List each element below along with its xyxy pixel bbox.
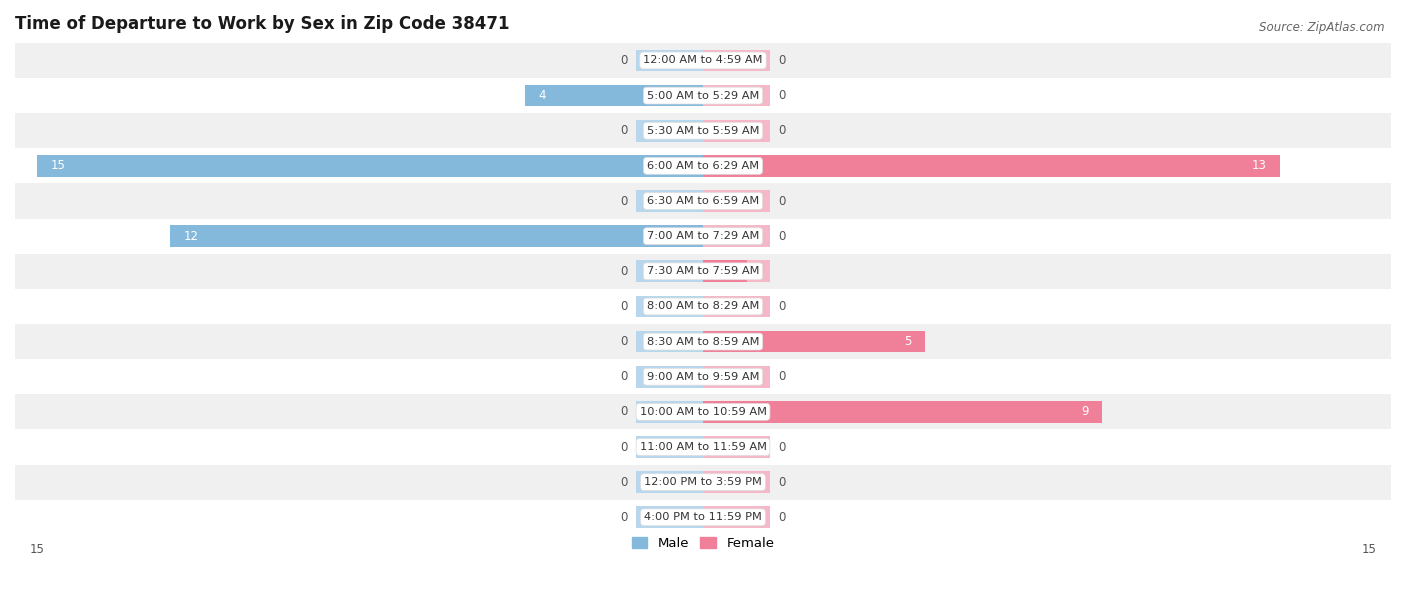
Text: 0: 0 (620, 370, 627, 383)
Text: 10:00 AM to 10:59 AM: 10:00 AM to 10:59 AM (640, 407, 766, 417)
Text: Time of Departure to Work by Sex in Zip Code 38471: Time of Departure to Work by Sex in Zip … (15, 15, 509, 33)
Bar (637, 331, 703, 352)
Bar (637, 155, 703, 177)
Bar (703, 366, 769, 387)
Bar (15, 289, 1391, 324)
Bar (15, 430, 1391, 465)
Bar (15, 183, 1391, 218)
Bar (15, 78, 1391, 113)
Bar (703, 331, 925, 352)
Text: 0: 0 (620, 511, 627, 524)
Bar (37, 155, 703, 177)
Text: 5: 5 (904, 335, 911, 348)
Text: 12:00 PM to 3:59 PM: 12:00 PM to 3:59 PM (644, 477, 762, 487)
Text: 12: 12 (184, 230, 198, 243)
Text: 8:00 AM to 8:29 AM: 8:00 AM to 8:29 AM (647, 302, 759, 311)
Text: 7:00 AM to 7:29 AM: 7:00 AM to 7:29 AM (647, 231, 759, 241)
Text: 15: 15 (51, 159, 66, 173)
Bar (703, 506, 769, 528)
Text: 0: 0 (779, 124, 786, 137)
Bar (637, 436, 703, 458)
Text: 0: 0 (620, 440, 627, 453)
Bar (637, 471, 703, 493)
Text: 0: 0 (779, 300, 786, 313)
Text: 4:00 PM to 11:59 PM: 4:00 PM to 11:59 PM (644, 512, 762, 522)
Bar (15, 500, 1391, 535)
Bar (637, 49, 703, 71)
Text: 13: 13 (1251, 159, 1267, 173)
Text: 0: 0 (620, 54, 627, 67)
Bar (703, 436, 769, 458)
Bar (703, 261, 769, 282)
Text: 0: 0 (620, 475, 627, 488)
Text: 0: 0 (779, 195, 786, 208)
Bar (170, 226, 703, 247)
Bar (637, 84, 703, 107)
Bar (15, 359, 1391, 394)
Text: 11:00 AM to 11:59 AM: 11:00 AM to 11:59 AM (640, 442, 766, 452)
Bar (15, 465, 1391, 500)
Text: 0: 0 (779, 370, 786, 383)
Bar (15, 218, 1391, 253)
Bar (15, 253, 1391, 289)
Text: 8:30 AM to 8:59 AM: 8:30 AM to 8:59 AM (647, 337, 759, 347)
Bar (703, 296, 769, 317)
Bar (15, 394, 1391, 430)
Text: 1: 1 (727, 265, 734, 278)
Bar (15, 43, 1391, 78)
Text: 0: 0 (779, 511, 786, 524)
Text: 6:30 AM to 6:59 AM: 6:30 AM to 6:59 AM (647, 196, 759, 206)
Text: 4: 4 (538, 89, 547, 102)
Bar (703, 49, 769, 71)
Text: 0: 0 (779, 475, 786, 488)
Legend: Male, Female: Male, Female (626, 532, 780, 555)
Text: 5:30 AM to 5:59 AM: 5:30 AM to 5:59 AM (647, 126, 759, 136)
Text: 6:00 AM to 6:29 AM: 6:00 AM to 6:29 AM (647, 161, 759, 171)
Text: 0: 0 (620, 405, 627, 418)
Bar (703, 401, 769, 423)
Text: 7:30 AM to 7:59 AM: 7:30 AM to 7:59 AM (647, 267, 759, 276)
Text: 0: 0 (779, 440, 786, 453)
Bar (703, 401, 1102, 423)
Bar (15, 324, 1391, 359)
Bar (703, 226, 769, 247)
Text: 9: 9 (1081, 405, 1090, 418)
Bar (637, 190, 703, 212)
Text: 0: 0 (620, 195, 627, 208)
Text: 0: 0 (779, 89, 786, 102)
Bar (703, 84, 769, 107)
Text: 0: 0 (779, 54, 786, 67)
Text: 0: 0 (779, 230, 786, 243)
Bar (526, 84, 703, 107)
Text: Source: ZipAtlas.com: Source: ZipAtlas.com (1260, 21, 1385, 34)
Text: 5:00 AM to 5:29 AM: 5:00 AM to 5:29 AM (647, 90, 759, 101)
Bar (637, 296, 703, 317)
Text: 0: 0 (620, 335, 627, 348)
Text: 0: 0 (620, 265, 627, 278)
Text: 0: 0 (620, 300, 627, 313)
Bar (637, 366, 703, 387)
Bar (15, 113, 1391, 148)
Text: 0: 0 (620, 124, 627, 137)
Text: 12:00 AM to 4:59 AM: 12:00 AM to 4:59 AM (644, 55, 762, 65)
Bar (703, 120, 769, 142)
Bar (637, 226, 703, 247)
Bar (703, 331, 769, 352)
Bar (637, 261, 703, 282)
Bar (637, 120, 703, 142)
Text: 9:00 AM to 9:59 AM: 9:00 AM to 9:59 AM (647, 372, 759, 382)
Bar (15, 148, 1391, 183)
Bar (703, 261, 748, 282)
Bar (637, 401, 703, 423)
Bar (703, 155, 769, 177)
Bar (703, 190, 769, 212)
Bar (703, 471, 769, 493)
Bar (637, 506, 703, 528)
Bar (703, 155, 1279, 177)
